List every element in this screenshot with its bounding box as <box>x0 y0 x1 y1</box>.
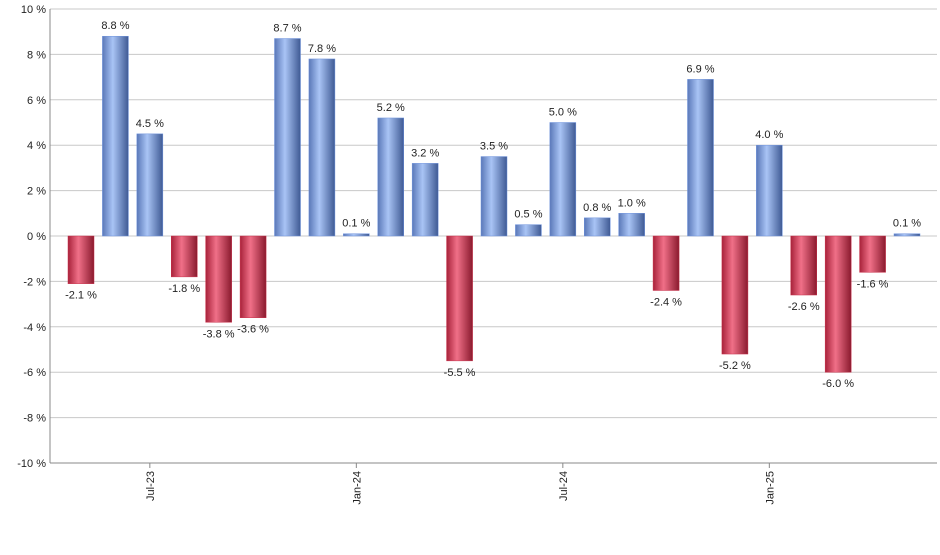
y-tick-label: -10 % <box>17 458 46 470</box>
value-label: 7.8 % <box>308 43 336 55</box>
x-tick-label: Jan-25 <box>764 471 776 505</box>
y-tick-label: 6 % <box>27 95 46 107</box>
x-tick-label: Jan-24 <box>351 471 363 505</box>
value-label: -1.6 % <box>857 278 889 290</box>
bar <box>859 235 886 273</box>
value-label: -2.6 % <box>788 301 820 313</box>
y-tick-label: 8 % <box>27 49 46 61</box>
value-label: 3.5 % <box>480 141 508 153</box>
bar <box>652 235 680 291</box>
bar <box>790 235 817 296</box>
bar <box>239 235 267 318</box>
value-label: -6.0 % <box>822 378 854 390</box>
y-tick-label: -4 % <box>23 322 46 334</box>
bar <box>584 217 611 237</box>
value-label: -3.6 % <box>237 324 269 336</box>
y-tick-label: 10 % <box>21 4 46 16</box>
value-label: 1.0 % <box>618 197 646 209</box>
value-label: 3.2 % <box>411 147 439 159</box>
bar <box>618 213 645 237</box>
value-label: 4.5 % <box>136 118 164 130</box>
value-label: -5.5 % <box>444 367 476 379</box>
y-tick-label: 2 % <box>27 186 46 198</box>
y-tick-label: 0 % <box>27 231 46 243</box>
y-tick-label: -2 % <box>23 276 46 288</box>
bar <box>687 79 714 237</box>
y-tick-label: -8 % <box>23 413 46 425</box>
value-label: -3.8 % <box>203 328 235 340</box>
bar <box>549 122 577 237</box>
bar <box>171 235 198 278</box>
x-tick-label: Jul-24 <box>558 471 570 501</box>
bar <box>446 235 473 362</box>
bar <box>756 144 783 237</box>
value-label: 0.8 % <box>583 202 611 214</box>
bar <box>205 235 232 323</box>
bar <box>411 163 439 237</box>
bar <box>893 233 921 237</box>
value-label: -1.8 % <box>168 283 200 295</box>
x-tick-label: Jul-23 <box>145 471 157 501</box>
value-label: 0.5 % <box>514 209 542 221</box>
value-label: 0.1 % <box>342 218 370 230</box>
bar <box>377 117 404 237</box>
value-label: 5.2 % <box>377 102 405 114</box>
value-label: -5.2 % <box>719 360 751 372</box>
bar <box>136 133 164 237</box>
bar <box>102 35 129 237</box>
value-label: 8.7 % <box>273 23 301 35</box>
value-label: 4.0 % <box>755 129 783 141</box>
bar <box>67 235 95 284</box>
y-tick-label: 4 % <box>27 140 46 152</box>
value-label: 5.0 % <box>549 107 577 119</box>
value-label: 0.1 % <box>893 218 921 230</box>
bar <box>308 58 336 237</box>
value-label: 8.8 % <box>101 20 129 32</box>
y-tick-label: -6 % <box>23 367 46 379</box>
bar <box>480 156 508 237</box>
bar <box>721 235 749 355</box>
value-label: -2.1 % <box>65 290 97 302</box>
value-label: 6.9 % <box>686 63 714 75</box>
bar <box>343 233 370 237</box>
bar <box>515 224 542 237</box>
bar <box>274 38 301 237</box>
value-label: -2.4 % <box>650 296 682 308</box>
bar <box>824 235 852 373</box>
